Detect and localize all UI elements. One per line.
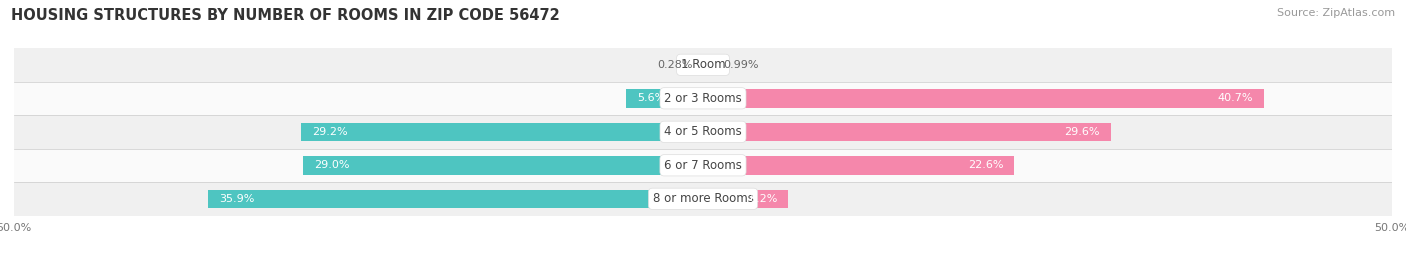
Text: 29.6%: 29.6% [1064, 127, 1099, 137]
Text: Source: ZipAtlas.com: Source: ZipAtlas.com [1277, 8, 1395, 18]
Text: 4 or 5 Rooms: 4 or 5 Rooms [664, 125, 742, 138]
Bar [304, 156, 703, 175]
Text: 1 Room: 1 Room [681, 58, 725, 71]
Text: 29.0%: 29.0% [315, 160, 350, 170]
Bar [14, 82, 1392, 115]
Text: 35.9%: 35.9% [219, 194, 254, 204]
Text: 8 or more Rooms: 8 or more Rooms [652, 192, 754, 205]
Bar [703, 123, 1111, 141]
Bar [703, 190, 789, 208]
Text: 40.7%: 40.7% [1218, 93, 1253, 103]
Bar [14, 115, 1392, 148]
Text: 2 or 3 Rooms: 2 or 3 Rooms [664, 92, 742, 105]
Text: 0.99%: 0.99% [724, 60, 759, 70]
Bar [703, 156, 1014, 175]
Bar [301, 123, 703, 141]
Text: 6 or 7 Rooms: 6 or 7 Rooms [664, 159, 742, 172]
Text: HOUSING STRUCTURES BY NUMBER OF ROOMS IN ZIP CODE 56472: HOUSING STRUCTURES BY NUMBER OF ROOMS IN… [11, 8, 560, 23]
Bar [208, 190, 703, 208]
Bar [14, 48, 1392, 82]
Bar [14, 182, 1392, 215]
Bar [14, 148, 1392, 182]
Bar [699, 56, 703, 74]
Text: 5.6%: 5.6% [637, 93, 665, 103]
Bar [626, 89, 703, 108]
Text: 6.2%: 6.2% [749, 194, 778, 204]
Bar [703, 89, 1264, 108]
Text: 22.6%: 22.6% [967, 160, 1004, 170]
Text: 0.28%: 0.28% [657, 60, 692, 70]
Text: 29.2%: 29.2% [312, 127, 347, 137]
Bar [703, 56, 717, 74]
